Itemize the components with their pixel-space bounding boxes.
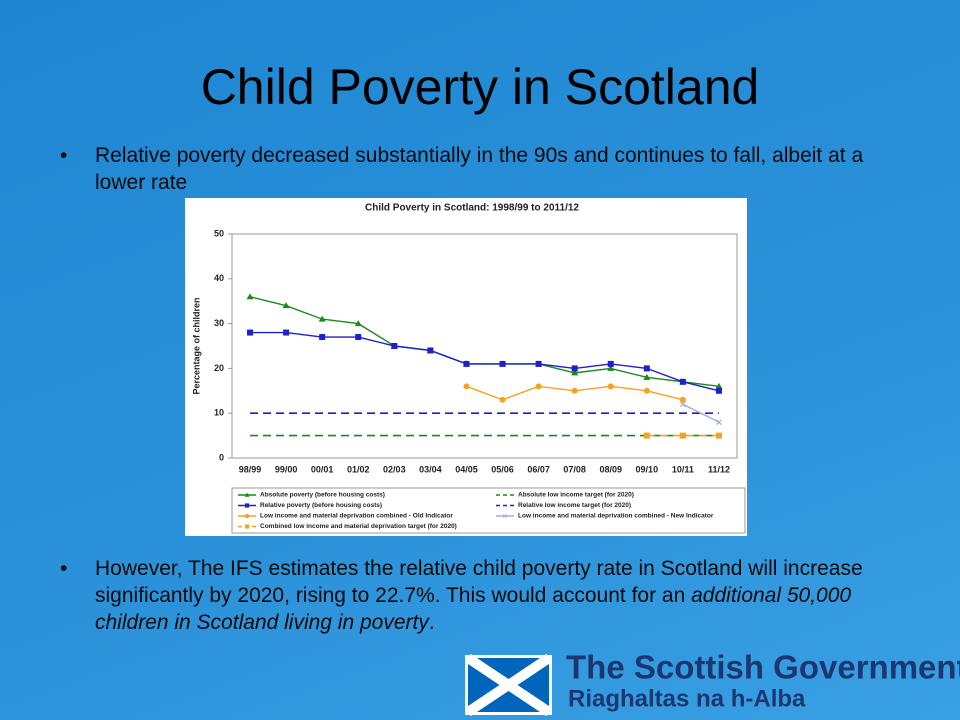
bullet-text: .: [428, 611, 435, 634]
saltire: [465, 653, 552, 717]
bullet-emphasis: additional 50,000 children in Scotland l…: [95, 584, 852, 634]
logo-gaelic: Riaghaltas na h-Alba: [568, 685, 806, 712]
slide-title: Child Poverty in Scotland: [200, 59, 760, 115]
bullet-text: However, The IFS estimates the relative …: [95, 557, 863, 607]
bullet: Relative poverty decreased substantially…: [60, 142, 915, 196]
bullet-text: Relative poverty decreased substantially…: [95, 144, 864, 194]
bullet: However, The IFS estimates the relative …: [60, 555, 915, 636]
logo-name: The Scottish Government: [566, 649, 960, 686]
